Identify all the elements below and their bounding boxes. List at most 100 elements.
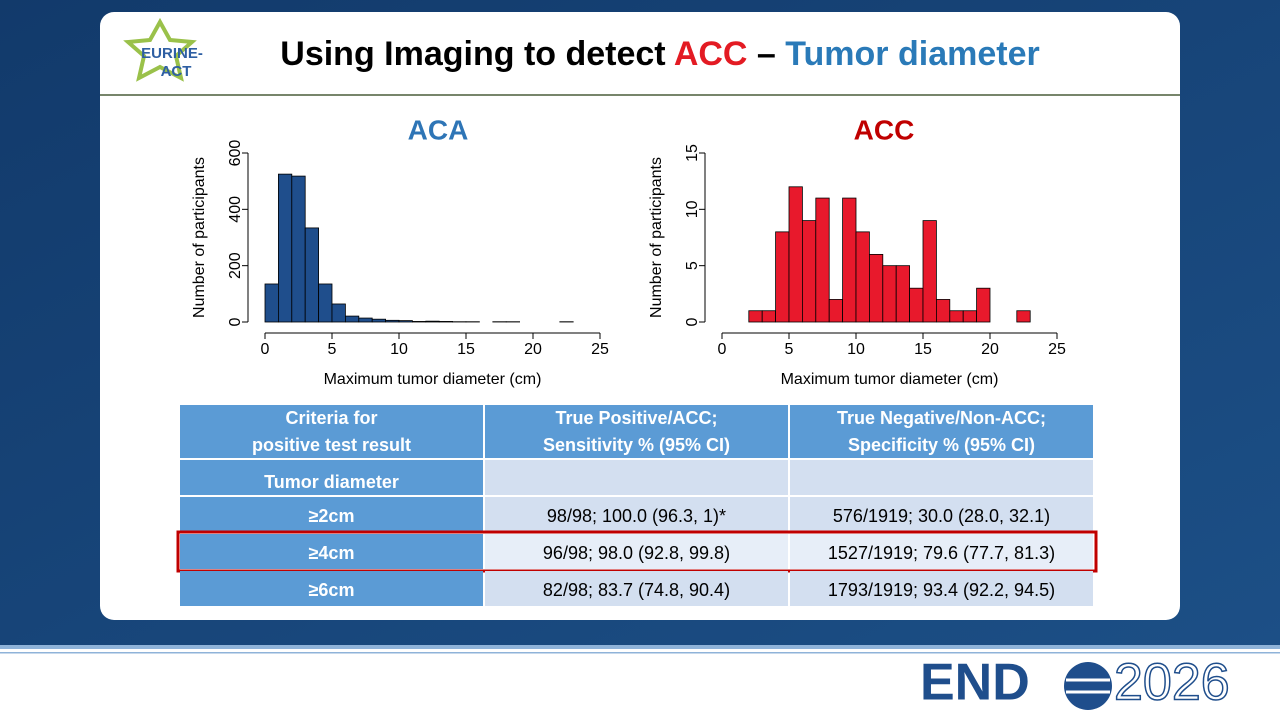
bar xyxy=(788,186,803,323)
bar xyxy=(344,315,360,323)
x-axis-label: Maximum tumor diameter (cm) xyxy=(781,371,999,388)
cell xyxy=(485,534,788,569)
bar xyxy=(1016,310,1031,323)
x-tick-label: 20 xyxy=(524,341,542,358)
bar xyxy=(331,303,346,323)
bar xyxy=(828,299,844,323)
bar xyxy=(815,197,830,323)
logo-text: EURINE- xyxy=(141,45,203,62)
x-tick-label: 0 xyxy=(261,341,270,358)
bar xyxy=(802,220,817,323)
bar xyxy=(949,310,964,323)
header-cell xyxy=(485,405,788,458)
header-text: Criteria for xyxy=(285,408,377,428)
footer-line xyxy=(0,652,1280,654)
bar xyxy=(909,287,924,323)
x-tick-label: 15 xyxy=(457,341,475,358)
title-part: Tumor diameter xyxy=(785,35,1039,73)
bar xyxy=(425,320,440,323)
title-part: Using Imaging to detect xyxy=(280,35,674,73)
header-text: Sensitivity % (95% CI) xyxy=(543,435,730,455)
cell xyxy=(790,534,1093,569)
bar xyxy=(277,173,293,323)
section-cell xyxy=(180,460,483,495)
bar xyxy=(264,283,279,323)
cell-text: ≥6cm xyxy=(309,580,355,600)
x-tick-label: 5 xyxy=(785,341,794,358)
x-tick-label: 25 xyxy=(591,341,609,358)
cell xyxy=(790,571,1093,606)
y-tick-label: 15 xyxy=(684,144,701,162)
brand-text: END xyxy=(920,654,1030,712)
y-tick-label: 400 xyxy=(227,196,244,223)
bar xyxy=(318,283,333,323)
cell xyxy=(180,497,483,532)
brand-globe-lines xyxy=(1066,678,1110,694)
header-cell xyxy=(180,405,483,458)
bar xyxy=(398,320,413,323)
footer-line xyxy=(0,645,1280,649)
x-tick-label: 15 xyxy=(914,341,932,358)
bar xyxy=(385,319,400,323)
bar xyxy=(922,220,937,323)
cell xyxy=(180,534,483,569)
brand-globe xyxy=(1064,662,1112,710)
x-tick-label: 20 xyxy=(981,341,999,358)
bar xyxy=(882,265,897,323)
cell xyxy=(180,571,483,606)
y-tick-label: 10 xyxy=(684,200,701,218)
cell-text: 82/98; 83.7 (74.8, 90.4) xyxy=(543,580,730,600)
cell-text: ≥4cm xyxy=(309,543,355,563)
y-tick-label: 200 xyxy=(227,252,244,279)
cell xyxy=(485,571,788,606)
x-tick-label: 25 xyxy=(1048,341,1066,358)
x-tick-label: 0 xyxy=(718,341,727,358)
header-text: True Positive/ACC; xyxy=(555,408,717,428)
bar xyxy=(411,321,427,323)
logo-text: ACT xyxy=(161,63,192,80)
bar xyxy=(291,175,306,323)
bar xyxy=(748,310,763,323)
cell-text: 576/1919; 30.0 (28.0, 32.1) xyxy=(833,506,1050,526)
header-text: True Negative/Non-ACC; xyxy=(837,408,1046,428)
header-text: Specificity % (95% CI) xyxy=(848,435,1035,455)
bar xyxy=(869,253,884,323)
cell xyxy=(485,497,788,532)
logo-star xyxy=(123,17,197,82)
brand-year: 2026 xyxy=(1114,654,1230,712)
bar xyxy=(304,227,320,323)
header-cell xyxy=(790,405,1093,458)
bar xyxy=(842,197,857,323)
bar xyxy=(895,265,911,323)
slide-title: Using Imaging to detect ACC – Tumor diam… xyxy=(280,35,1039,73)
x-tick-label: 5 xyxy=(328,341,337,358)
section-text: Tumor diameter xyxy=(264,472,399,492)
x-tick-label: 10 xyxy=(847,341,865,358)
y-tick-label: 0 xyxy=(684,317,701,326)
chart-title: ACC xyxy=(854,114,915,145)
cell xyxy=(790,497,1093,532)
cell-text: ≥2cm xyxy=(309,506,355,526)
bar xyxy=(438,321,454,323)
cell-text: 1527/1919; 79.6 (77.7, 81.3) xyxy=(828,543,1055,563)
section-cell xyxy=(790,460,1093,495)
cell-text: 96/98; 98.0 (92.8, 99.8) xyxy=(543,543,730,563)
y-tick-label: 0 xyxy=(227,317,244,326)
cell-text: 1793/1919; 93.4 (92.2, 94.5) xyxy=(828,580,1055,600)
x-axis-label: Maximum tumor diameter (cm) xyxy=(324,371,542,388)
chart-title: ACA xyxy=(408,114,469,145)
bar xyxy=(775,231,790,323)
section-cell xyxy=(485,460,788,495)
cell-text: 98/98; 100.0 (96.3, 1)* xyxy=(547,506,726,526)
bar xyxy=(936,299,951,323)
bar xyxy=(962,310,978,323)
y-axis-label: Number of participants xyxy=(648,157,665,318)
header-text: positive test result xyxy=(252,435,411,455)
title-part: ACC xyxy=(674,35,748,73)
x-tick-label: 10 xyxy=(390,341,408,358)
title-part: – xyxy=(747,35,785,73)
bar xyxy=(761,310,777,323)
y-tick-label: 5 xyxy=(684,261,701,270)
